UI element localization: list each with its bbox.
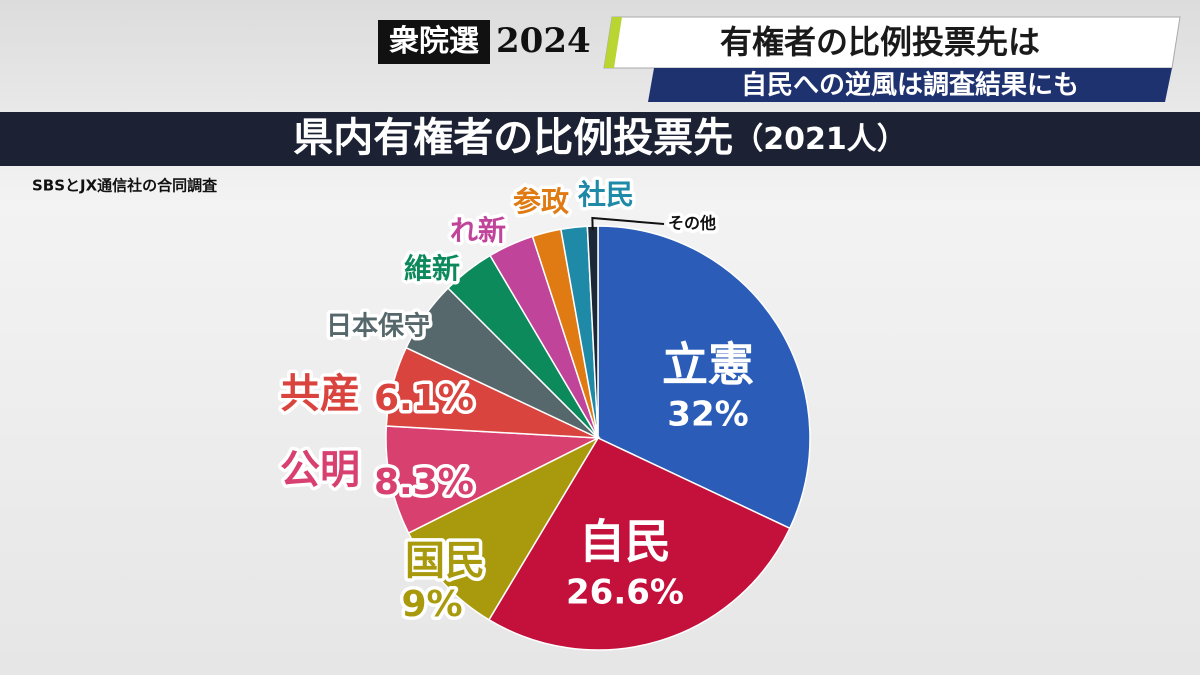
slice xyxy=(487,437,791,651)
category-label: 維新 xyxy=(404,252,460,285)
category-label: 参政 xyxy=(513,185,569,218)
value-label: 32% xyxy=(667,395,748,435)
leader-line xyxy=(591,216,665,231)
source: SBSとJX通信社の合同調査 xyxy=(32,177,218,195)
chart-title: 県内有権者の比例投票先（2021人） xyxy=(293,115,907,161)
category-label: 共産 xyxy=(280,371,360,417)
year: 2024 xyxy=(496,21,591,61)
category-label: 社民 xyxy=(578,178,634,211)
badge: 衆院選 xyxy=(389,24,479,59)
subheadline-box xyxy=(648,68,1172,102)
subheadline: 自民への逆風は調査結果にも xyxy=(741,70,1079,101)
category-label: 日本保守 xyxy=(326,311,430,342)
category-label: その他 xyxy=(668,214,716,233)
title-banner xyxy=(0,112,1200,166)
headline: 有権者の比例投票先は xyxy=(720,23,1040,61)
pie xyxy=(385,225,811,651)
category-label: れ新 xyxy=(450,214,506,247)
badge-box xyxy=(378,20,490,64)
category-label: 立憲 xyxy=(662,338,754,392)
category-label: 自民 xyxy=(579,515,671,569)
slice xyxy=(407,436,600,621)
headline-accent xyxy=(604,17,622,68)
slice xyxy=(385,425,601,535)
value-label: 9% xyxy=(401,584,462,625)
value-label: 26.6% xyxy=(566,573,684,613)
category-label: 国民 xyxy=(405,538,485,584)
value-label: 8.3% xyxy=(374,462,474,503)
value-label: 6.1% xyxy=(374,378,474,419)
slice xyxy=(597,225,811,530)
category-label: 公明 xyxy=(280,447,360,493)
